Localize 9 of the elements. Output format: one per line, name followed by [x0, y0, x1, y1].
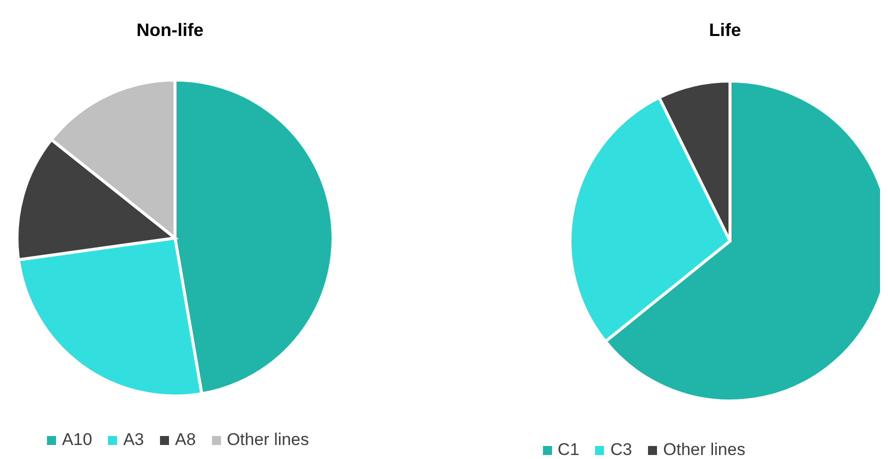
legend-label: Other lines — [226, 430, 310, 450]
legend-label: C3 — [610, 440, 632, 459]
legend-label: A8 — [175, 430, 196, 450]
legend-label: A10 — [62, 430, 92, 450]
chart-title: Non-life — [136, 20, 204, 41]
chart-title: Life — [708, 20, 742, 41]
legend-label: Other lines — [663, 440, 746, 459]
legend-label: C1 — [558, 440, 580, 459]
legend-label: A3 — [123, 430, 144, 450]
